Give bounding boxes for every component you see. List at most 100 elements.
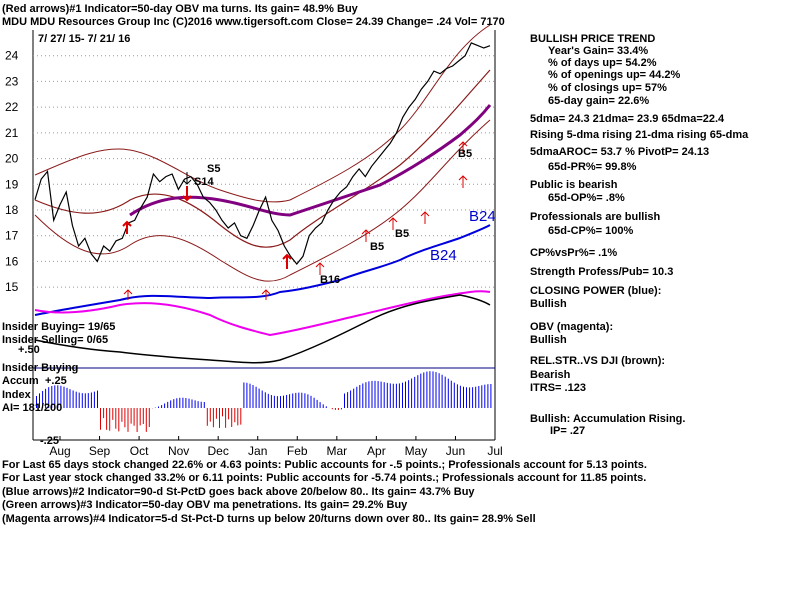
sidebar-line: Bullish bbox=[530, 298, 567, 310]
relative-strength-line bbox=[34, 294, 491, 364]
accumulation-bar bbox=[334, 408, 336, 410]
price-tick-labels: 15 16 17 18 19 20 21 22 23 24 bbox=[5, 49, 19, 294]
accumulation-bar bbox=[139, 408, 141, 426]
accumulation-bar bbox=[310, 395, 312, 408]
sidebar-line: CLOSING POWER (blue): bbox=[530, 285, 661, 297]
accumulation-bar bbox=[426, 371, 428, 408]
accumulation-bar bbox=[109, 408, 111, 431]
y-tick-label: 24 bbox=[5, 49, 19, 63]
accumulation-bar bbox=[103, 408, 105, 419]
accumulation-bar bbox=[295, 392, 297, 408]
y-tick-label: 21 bbox=[5, 126, 19, 140]
accumulation-bar bbox=[331, 408, 333, 410]
accumulation-bar bbox=[298, 392, 300, 408]
y-tick-label: 15 bbox=[5, 280, 19, 294]
accumulation-bar bbox=[398, 383, 400, 408]
annotation-s14: S14 bbox=[194, 176, 214, 188]
accumulation-bar bbox=[237, 408, 239, 426]
accumulation-bar bbox=[90, 392, 92, 408]
sidebar-line: % of closings up= 57% bbox=[548, 82, 667, 94]
accumulation-bar bbox=[435, 372, 437, 408]
y-tick-label: 17 bbox=[5, 229, 19, 243]
red-arrow-up bbox=[361, 229, 371, 242]
accumulation-bar bbox=[48, 387, 50, 408]
accumulation-bar bbox=[228, 408, 230, 420]
accumulation-bar bbox=[258, 388, 260, 408]
footer-line: (Green arrows)#3 Indicator=50-day OBV ma… bbox=[2, 499, 408, 511]
accumulation-bar bbox=[127, 408, 129, 432]
accumulation-bar bbox=[130, 408, 132, 424]
accumulation-bar bbox=[197, 401, 199, 408]
x-tick-label: Dec bbox=[208, 444, 229, 458]
accumulation-bar bbox=[231, 408, 233, 427]
accumulation-bar bbox=[78, 392, 80, 408]
accumulation-bar bbox=[222, 408, 223, 417]
accumulation-bar bbox=[356, 386, 358, 408]
x-tick-label: Feb bbox=[287, 444, 308, 458]
accumulation-bar bbox=[344, 393, 345, 408]
accumulation-bar bbox=[57, 385, 59, 408]
accumulation-bar bbox=[392, 383, 394, 408]
sidebar-line: REL.STR..VS DJI (brown): bbox=[530, 355, 665, 367]
accumulation-bar bbox=[350, 390, 352, 408]
price-gridlines bbox=[33, 55, 495, 288]
accumulation-bar bbox=[478, 386, 480, 408]
sidebar-line: CP%vsPr%= .1% bbox=[530, 247, 617, 259]
month-tick-labels: Aug Sep Oct Nov Dec Jan Feb Mar Apr May Jun Jul bbox=[49, 436, 503, 458]
y-tick-label: 19 bbox=[5, 177, 19, 191]
accumulation-bar bbox=[173, 399, 175, 408]
accumulation-bar bbox=[81, 393, 83, 408]
sidebar-line: ITRS= .123 bbox=[530, 382, 586, 394]
sidebar-line: IP= .27 bbox=[550, 425, 585, 437]
red-arrow-up bbox=[122, 220, 132, 234]
accumulation-bar bbox=[45, 388, 47, 408]
accumulation-bar bbox=[456, 384, 458, 408]
accumulation-bar bbox=[100, 408, 101, 430]
accumulation-bar bbox=[383, 382, 385, 408]
accumulation-bar bbox=[283, 395, 284, 408]
accumulation-bar bbox=[66, 387, 68, 408]
red-arrow-up bbox=[261, 289, 271, 300]
accumulation-bar bbox=[106, 408, 108, 430]
y-tick-label: 23 bbox=[5, 74, 19, 88]
accumulation-bar bbox=[432, 371, 434, 408]
insider-selling-label: Insider Selling= 0/65 bbox=[2, 334, 108, 346]
sidebar-line: Public is bearish bbox=[530, 179, 618, 191]
accumulation-bar bbox=[161, 405, 163, 408]
accumulation-bar bbox=[194, 400, 196, 408]
sidebar-line: % of openings up= 44.2% bbox=[548, 69, 681, 81]
accumulation-bar bbox=[219, 408, 220, 428]
accumulation-bar bbox=[252, 385, 254, 408]
sidebar-line: 5dma= 24.3 21dma= 23.9 65dma=22.4 bbox=[530, 113, 725, 125]
accumulation-bar bbox=[469, 387, 471, 408]
obv-line bbox=[34, 290, 491, 337]
accumulation-bar bbox=[429, 371, 431, 408]
accum-minus25-label: -.25 bbox=[40, 435, 59, 447]
sidebar-line: Bearish bbox=[530, 369, 571, 381]
accumulation-bar bbox=[93, 391, 95, 408]
footer-line: For Last 65 days stock changed 22.6% or … bbox=[2, 459, 647, 471]
accumulation-bar bbox=[301, 392, 303, 408]
accumulation-bar bbox=[453, 382, 455, 408]
red-arrow-up bbox=[123, 289, 133, 300]
accumulation-bar bbox=[395, 383, 397, 408]
accumulation-bar bbox=[158, 406, 159, 408]
sidebar-line: Rising 5-dma rising 21-dma rising 65-dma bbox=[530, 129, 749, 141]
accumulation-bar bbox=[466, 387, 467, 408]
accumulation-bar bbox=[36, 396, 37, 408]
accumulation-bar bbox=[209, 408, 211, 422]
accumulation-bar bbox=[261, 390, 263, 408]
accum-plus25-label: +.25 bbox=[45, 375, 67, 387]
footer-line: (Blue arrows)#2 Indicator=90-d St-PctD g… bbox=[2, 486, 475, 498]
accumulation-bar bbox=[182, 397, 184, 408]
accumulation-bar bbox=[69, 389, 71, 408]
sidebar-line: Year's Gain= 33.4% bbox=[548, 45, 648, 57]
accumulation-bar bbox=[417, 375, 419, 408]
ai-label: AI= 181/200 bbox=[2, 402, 62, 414]
sidebar-panel: BULLISH PRICE TREND Year's Gain= 33.4% %… bbox=[530, 33, 749, 437]
65dma-line bbox=[129, 104, 492, 217]
closing-power-line bbox=[34, 224, 491, 316]
accumulation-bar bbox=[484, 384, 486, 408]
header-line1: (Red arrows)#1 Indicator=50-day OBV ma t… bbox=[2, 3, 359, 15]
